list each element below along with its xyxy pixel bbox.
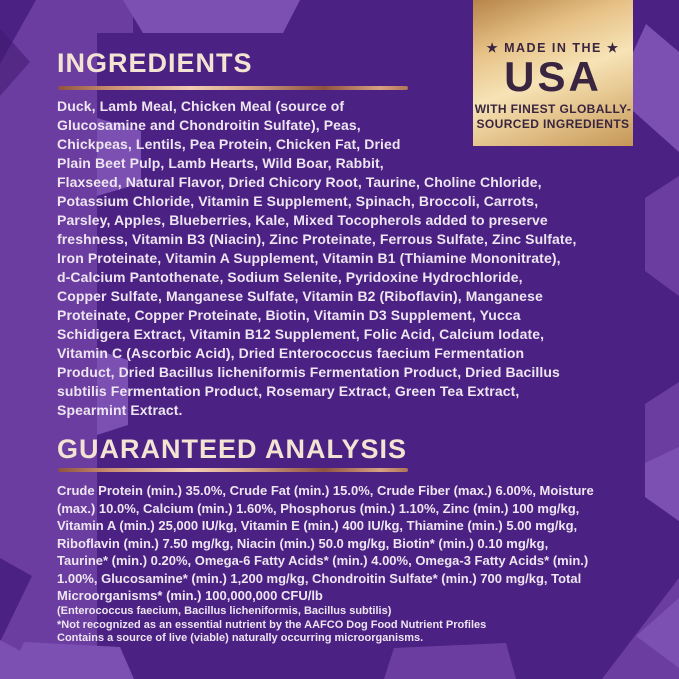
footnotes: (Enterococcus faecium, Bacillus lichenif… xyxy=(57,605,487,644)
burst-right-ray-1 xyxy=(645,176,679,296)
burst-left-ray-2 xyxy=(97,350,128,435)
guaranteed-analysis-values: Crude Protein (min.) 35.0%, Crude Fat (m… xyxy=(57,483,594,603)
burst-corner-bottomleft-dark xyxy=(0,558,32,642)
burst-corner-bottomright-highlight xyxy=(636,598,679,668)
burst-corner-topright xyxy=(614,24,679,152)
badge-sourced-ingredients: WITH FINEST GLOBALLY- SOURCED INGREDIENT… xyxy=(474,102,632,131)
guaranteed-analysis-heading: GUARANTEED ANALYSIS xyxy=(57,434,408,464)
ingredients-list: Duck, Lamb Meal, Chicken Meal (source of… xyxy=(57,98,577,418)
ingredients-heading: INGREDIENTS xyxy=(57,48,253,78)
burst-left-ray-1 xyxy=(97,118,141,196)
burst-right-ray-2-highlight xyxy=(645,447,679,521)
badge-usa-text: USA xyxy=(504,53,602,100)
burst-corner-topleft-dark2 xyxy=(0,28,30,96)
burst-bottom-ray-2 xyxy=(384,643,516,679)
burst-top-ray xyxy=(123,0,300,33)
burst-corner-bottomright xyxy=(602,578,679,679)
made-in-usa-badge: ★ MADE IN THE ★ USA WITH FINEST GLOBALLY… xyxy=(473,0,633,146)
burst-bottom-ray-1 xyxy=(8,642,134,679)
guaranteed-analysis-underline xyxy=(58,468,408,472)
badge-made-in-the: ★ MADE IN THE ★ xyxy=(486,41,620,55)
burst-left-band xyxy=(0,0,97,679)
ingredients-underline xyxy=(58,86,408,90)
